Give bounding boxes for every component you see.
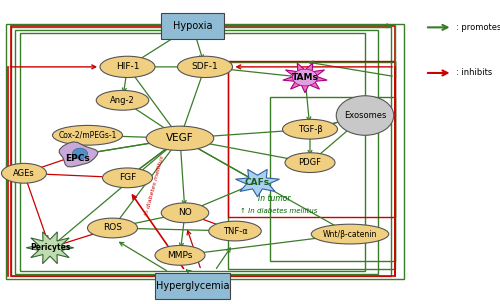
Text: EPCs: EPCs — [65, 154, 90, 163]
Text: MMPs: MMPs — [168, 251, 192, 260]
Text: NO: NO — [178, 208, 192, 217]
Bar — [270, 97, 395, 261]
Text: ROS: ROS — [103, 223, 122, 233]
Bar — [10, 26, 395, 276]
Text: Ang-2: Ang-2 — [110, 96, 135, 105]
Ellipse shape — [2, 164, 46, 183]
Bar — [10, 27, 390, 276]
Text: : promotes: : promotes — [456, 23, 500, 32]
Ellipse shape — [209, 221, 261, 241]
Ellipse shape — [100, 56, 155, 78]
FancyBboxPatch shape — [155, 273, 230, 299]
Text: TGF-β: TGF-β — [298, 125, 322, 134]
Bar — [228, 61, 395, 217]
Text: SDF-1: SDF-1 — [192, 62, 218, 71]
Bar — [20, 33, 364, 271]
Text: PDGF: PDGF — [298, 158, 322, 167]
Ellipse shape — [146, 126, 214, 150]
Ellipse shape — [102, 168, 152, 188]
Text: FGF: FGF — [119, 173, 136, 182]
Polygon shape — [283, 63, 327, 93]
FancyBboxPatch shape — [161, 13, 224, 39]
Text: Exosomes: Exosomes — [344, 111, 386, 120]
Text: Hypoxia: Hypoxia — [173, 21, 212, 31]
Text: Wnt/β-catenin: Wnt/β-catenin — [323, 230, 377, 239]
Text: In tumor: In tumor — [258, 194, 290, 203]
Ellipse shape — [161, 203, 209, 223]
Ellipse shape — [282, 119, 338, 139]
Ellipse shape — [311, 224, 389, 244]
Ellipse shape — [72, 148, 88, 159]
Text: CAFs: CAFs — [245, 178, 270, 187]
Text: AGEs: AGEs — [13, 169, 35, 178]
Ellipse shape — [155, 246, 205, 265]
Ellipse shape — [285, 153, 335, 172]
Bar — [228, 62, 395, 269]
Text: ↑ In diabetes mellitus: ↑ In diabetes mellitus — [240, 208, 318, 214]
Text: : inhibits: : inhibits — [456, 68, 492, 78]
Ellipse shape — [52, 125, 122, 145]
Text: Hyperglycemia: Hyperglycemia — [156, 281, 229, 291]
Ellipse shape — [336, 96, 394, 135]
Ellipse shape — [88, 218, 138, 238]
Text: TNF-α: TNF-α — [222, 226, 248, 236]
Bar — [6, 24, 404, 279]
Polygon shape — [236, 169, 280, 197]
Text: Pericytes: Pericytes — [30, 243, 70, 252]
Ellipse shape — [96, 91, 149, 110]
Ellipse shape — [292, 69, 318, 86]
Polygon shape — [26, 232, 74, 264]
Text: In diabetes mellitus: In diabetes mellitus — [144, 155, 166, 216]
Bar — [15, 30, 378, 274]
Text: TAMs: TAMs — [292, 73, 318, 82]
Text: HIF-1: HIF-1 — [116, 62, 139, 71]
Text: VEGF: VEGF — [166, 133, 194, 143]
Text: Cox-2/mPEGs-1: Cox-2/mPEGs-1 — [58, 131, 116, 140]
Ellipse shape — [178, 56, 233, 78]
Polygon shape — [59, 142, 98, 167]
